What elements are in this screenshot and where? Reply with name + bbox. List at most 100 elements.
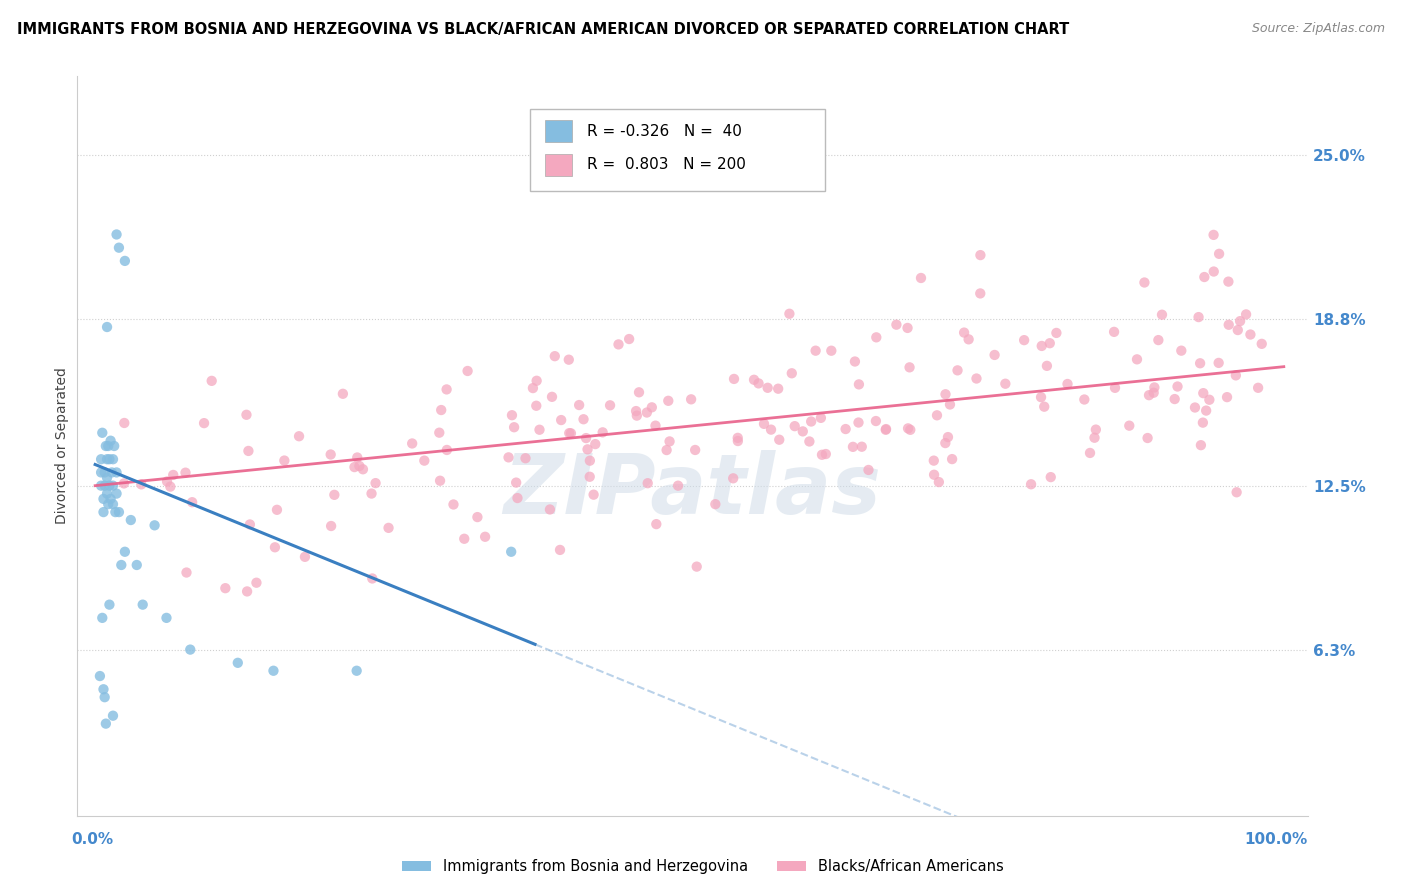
Point — [226, 656, 249, 670]
Point — [575, 431, 598, 445]
Point — [506, 491, 529, 505]
Point — [637, 476, 659, 491]
Point — [723, 372, 745, 386]
Point — [875, 423, 897, 437]
Point — [498, 450, 520, 465]
Point — [98, 452, 121, 467]
Point — [572, 412, 595, 426]
Point — [108, 505, 131, 519]
Point — [114, 254, 136, 268]
Point — [558, 352, 581, 367]
Point — [526, 374, 548, 388]
Point — [105, 227, 128, 242]
Point — [928, 475, 950, 489]
Point — [1187, 310, 1209, 324]
Point — [934, 436, 956, 450]
Point — [896, 321, 918, 335]
Point — [946, 363, 969, 377]
Point — [352, 462, 374, 476]
Point — [443, 498, 465, 512]
Point — [756, 381, 779, 395]
Point — [159, 480, 181, 494]
Point — [349, 458, 371, 473]
Point — [266, 503, 288, 517]
Point — [617, 332, 640, 346]
Point — [101, 452, 124, 467]
Point — [742, 373, 765, 387]
Point — [657, 393, 679, 408]
Point — [957, 332, 980, 346]
Point — [515, 451, 537, 466]
Point — [112, 416, 135, 430]
Point — [1084, 423, 1107, 437]
Point — [156, 475, 179, 489]
Point — [636, 405, 658, 419]
Point — [768, 433, 790, 447]
Point — [1234, 307, 1257, 321]
Point — [898, 423, 921, 437]
Point — [1194, 270, 1216, 285]
Point — [413, 453, 436, 467]
Point — [1184, 401, 1206, 415]
Point — [93, 491, 115, 506]
Point — [1118, 418, 1140, 433]
Point — [1039, 470, 1062, 484]
Point — [288, 429, 311, 443]
Point — [105, 466, 128, 480]
Text: 0.0%: 0.0% — [72, 832, 114, 847]
Point — [1170, 343, 1192, 358]
Point — [898, 360, 921, 375]
Point — [110, 558, 132, 572]
Point — [427, 425, 450, 440]
Point — [1226, 485, 1249, 500]
Point — [1012, 333, 1035, 347]
Y-axis label: Divorced or Separated: Divorced or Separated — [55, 368, 69, 524]
Point — [897, 421, 920, 435]
Point — [550, 413, 572, 427]
Point — [101, 497, 124, 511]
Point — [1031, 339, 1053, 353]
Point — [865, 414, 887, 428]
Point — [1029, 390, 1052, 404]
Point — [858, 463, 880, 477]
Point — [599, 398, 621, 412]
Point — [101, 708, 124, 723]
Point — [529, 423, 551, 437]
Point — [1150, 308, 1173, 322]
Point — [90, 478, 112, 492]
Point — [607, 337, 630, 351]
Point — [1163, 392, 1185, 406]
Point — [922, 467, 945, 482]
Point — [346, 664, 368, 678]
Point — [319, 448, 342, 462]
Point — [721, 471, 744, 485]
Point — [1192, 386, 1215, 401]
Point — [851, 440, 873, 454]
Point — [792, 425, 814, 439]
Point — [125, 558, 148, 572]
Point — [658, 434, 681, 449]
Point — [548, 543, 571, 558]
Point — [800, 415, 823, 429]
Text: IMMIGRANTS FROM BOSNIA AND HERZEGOVINA VS BLACK/AFRICAN AMERICAN DIVORCED OR SEP: IMMIGRANTS FROM BOSNIA AND HERZEGOVINA V… — [17, 22, 1069, 37]
Point — [103, 439, 125, 453]
Point — [89, 669, 111, 683]
Point — [96, 320, 118, 334]
Point — [626, 409, 648, 423]
Point — [96, 471, 118, 485]
Point — [983, 348, 1005, 362]
Point — [953, 326, 976, 340]
Point — [235, 408, 257, 422]
Point — [1019, 477, 1042, 491]
Point — [934, 387, 956, 401]
Point — [1126, 352, 1149, 367]
Point — [93, 682, 115, 697]
Point — [174, 466, 197, 480]
Point — [538, 502, 561, 516]
Point — [1102, 325, 1125, 339]
Point — [886, 318, 908, 332]
Point — [90, 466, 112, 480]
Point — [98, 598, 121, 612]
Point — [560, 426, 582, 441]
Text: R =  0.803   N = 200: R = 0.803 N = 200 — [586, 157, 745, 172]
